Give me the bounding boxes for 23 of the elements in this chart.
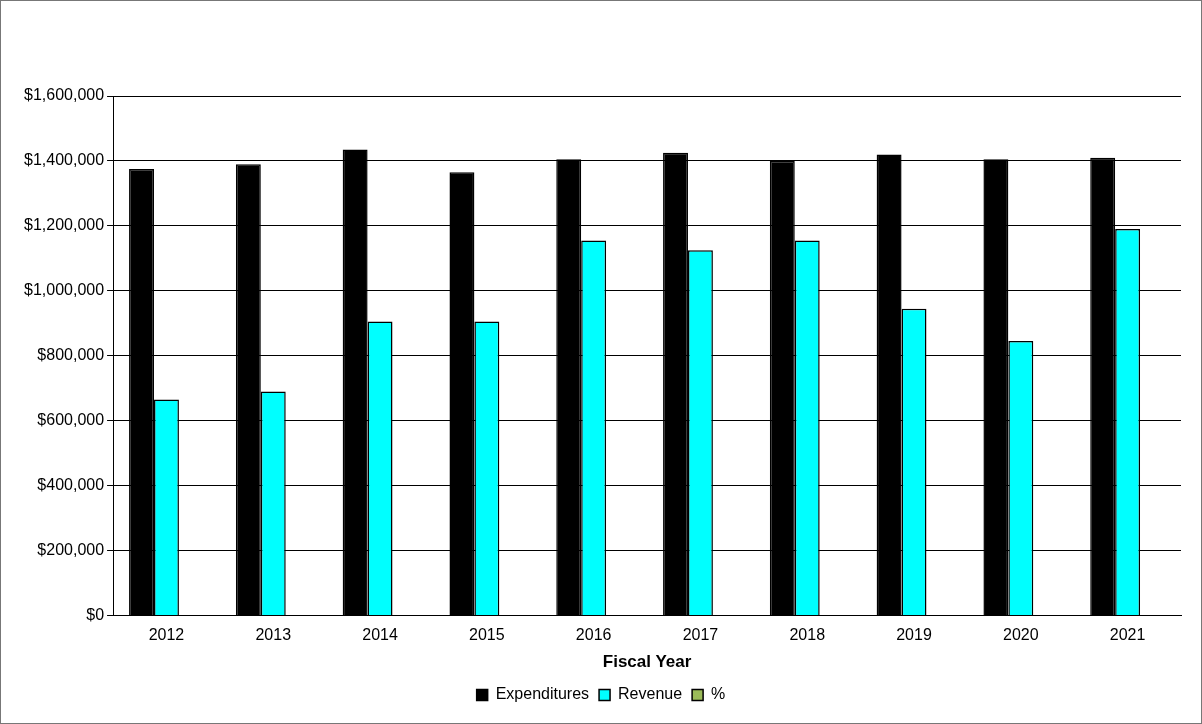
y-tick-label: $200,000 [37,540,105,558]
x-tick-label: 2012 [148,626,185,644]
legend-label: % [711,685,726,703]
x-tick-label: 2020 [1003,626,1039,644]
y-tick-label: $1,200,000 [24,216,105,234]
y-tick-label: $0 [86,605,105,623]
y-tick-label: $1,600,000 [24,86,105,104]
x-tick-label: 2019 [896,626,932,644]
legend-label: Expenditures [495,685,590,703]
x-tick-label: 2014 [362,626,398,644]
y-tick-label: $400,000 [37,475,105,493]
y-tick-label: $800,000 [37,346,105,364]
legend-label: Revenue [618,685,683,703]
x-tick-label: 2018 [789,626,826,644]
y-tick-label: $600,000 [37,411,105,429]
x-tick-label: 2021 [1109,626,1146,644]
x-axis-title: Fiscal Year [602,652,692,672]
y-tick-label: $1,000,000 [24,281,105,299]
x-tick-label: 2015 [469,626,505,644]
x-tick-label: 2017 [682,626,719,644]
x-tick-label: 2013 [255,626,292,644]
y-tick-label: $1,400,000 [24,151,105,169]
x-tick-label: 2016 [575,626,612,644]
